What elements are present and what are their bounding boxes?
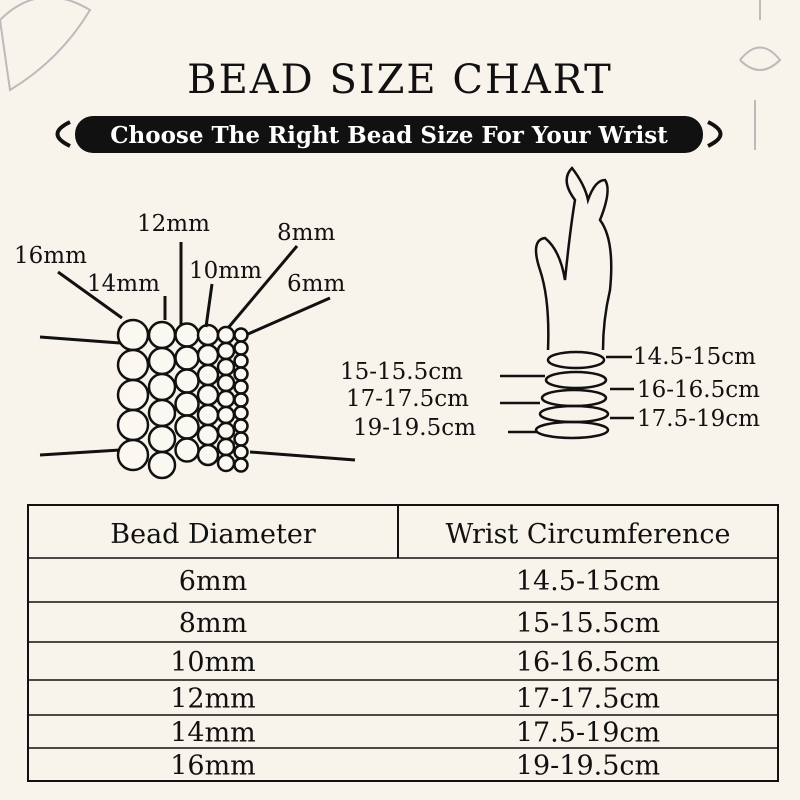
bead (233, 353, 249, 369)
bead (216, 405, 236, 425)
bead (147, 450, 177, 480)
wrist-label: 17-17.5cm (346, 386, 469, 412)
table-cell: 17-17.5cm (516, 684, 660, 715)
bead (174, 437, 200, 463)
table-cell: 16mm (170, 751, 256, 782)
table-cell: 14mm (170, 718, 256, 749)
bead (196, 423, 220, 447)
bead (233, 392, 249, 408)
bead (216, 437, 236, 457)
bead (147, 346, 177, 376)
bead (116, 348, 150, 382)
bead-label: 16mm (14, 243, 87, 269)
bead (216, 341, 236, 361)
table-cell: 12mm (170, 684, 256, 715)
table-cell: 14.5-15cm (516, 566, 660, 597)
bead (216, 389, 236, 409)
bead (233, 405, 249, 421)
table-cell: 15-15.5cm (516, 608, 660, 639)
bead (116, 378, 150, 412)
bead (216, 325, 236, 345)
bead-label: 8mm (277, 220, 335, 246)
bead (216, 421, 236, 441)
bead (174, 322, 200, 348)
table-cell: 16-16.5cm (516, 647, 660, 678)
bead (233, 379, 249, 395)
bead (174, 368, 200, 394)
title: BEAD SIZE CHART (187, 57, 613, 103)
ornament (55, 120, 723, 148)
bead (233, 418, 249, 434)
bead (196, 323, 220, 347)
bead (147, 398, 177, 428)
wrist-label: 15-15.5cm (340, 359, 463, 385)
column-header: Bead Diameter (110, 519, 316, 550)
table-cell: 19-19.5cm (516, 751, 660, 782)
bead (233, 457, 249, 473)
bead (147, 320, 177, 350)
bead (174, 391, 200, 417)
hand-illustration (500, 166, 634, 440)
table-cell: 17.5-19cm (516, 718, 660, 749)
bead (233, 340, 249, 356)
wrist-label: 16-16.5cm (637, 377, 760, 403)
subtitle-pill (75, 116, 703, 153)
bead (216, 453, 236, 473)
bead (196, 363, 220, 387)
wrist-label: 17.5-19cm (637, 406, 760, 432)
wrist-label: 19-19.5cm (353, 415, 476, 441)
table-cell: 6mm (179, 566, 247, 597)
wrist-label: 14.5-15cm (633, 344, 756, 370)
subtitle: Choose The Right Bead Size For Your Wris… (110, 122, 668, 149)
bead-label: 12mm (137, 211, 210, 237)
table-cell: 10mm (170, 647, 256, 678)
bead (147, 424, 177, 454)
table-cell: 8mm (179, 608, 247, 639)
column-header: Wrist Circumference (445, 519, 730, 550)
bead (174, 414, 200, 440)
bead-label: 6mm (287, 271, 345, 297)
bead (196, 443, 220, 467)
bead (233, 327, 249, 343)
bead (233, 431, 249, 447)
bead-label: 14mm (87, 271, 160, 297)
bead (233, 366, 249, 382)
bead (216, 373, 236, 393)
table-border (27, 504, 779, 782)
decoration (0, 0, 782, 150)
bead (216, 357, 236, 377)
bead (196, 343, 220, 367)
bead (116, 438, 150, 472)
bead (233, 444, 249, 460)
leader-lines (39, 242, 356, 462)
bead (116, 318, 150, 352)
bead-label: 10mm (189, 258, 262, 284)
bead (174, 345, 200, 371)
bead (116, 408, 150, 442)
bead (196, 383, 220, 407)
bead (147, 372, 177, 402)
bead (196, 403, 220, 427)
bracelet-illustration (116, 318, 249, 480)
size-table: Bead Diameter Wrist Circumference 6mm 14.5-… (27, 504, 779, 782)
